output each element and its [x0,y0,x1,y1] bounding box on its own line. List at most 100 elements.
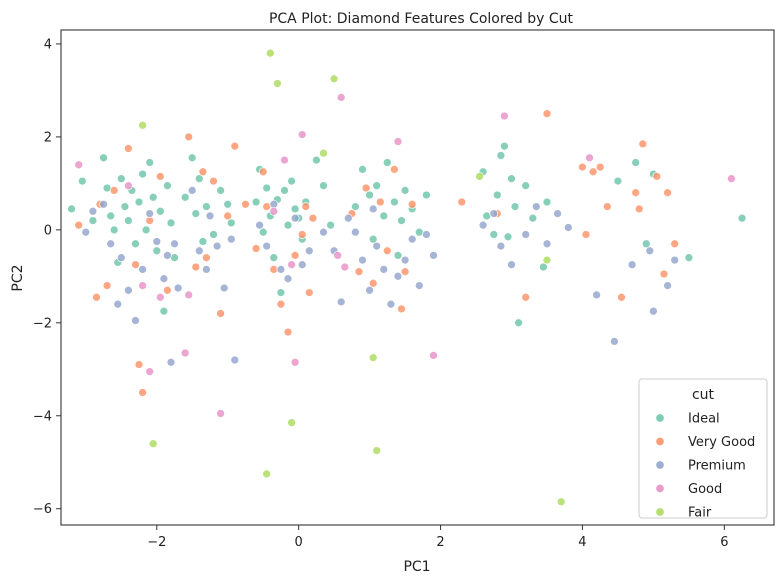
point-ideal-81 [631,158,641,167]
point-very-good-47 [581,230,591,239]
legend-label-good: Good [688,482,722,497]
legend-label-fair: Fair [688,506,712,521]
point-ideal-31 [216,186,225,195]
x-tick-label: 6 [720,535,728,550]
legend-label-premium: Premium [688,459,746,474]
point-fair-9 [372,446,382,455]
point-very-good-34 [361,183,371,193]
point-very-good-38 [390,165,399,174]
point-ideal-8 [116,174,126,184]
x-axis-label: PC1 [403,559,430,575]
point-ideal-26 [191,209,201,218]
point-good-19 [585,153,594,163]
point-premium-58 [592,290,601,300]
point-premium-42 [386,299,396,309]
point-very-good-10 [155,172,165,181]
point-ideal-12 [131,239,140,249]
point-very-good-45 [542,109,552,119]
point-premium-41 [379,265,389,274]
point-good-10 [297,130,307,139]
point-ideal-1 [77,176,87,186]
point-premium-49 [478,220,488,230]
chart-title: PCA Plot: Diamond Features Colored by Cu… [269,11,574,27]
point-ideal-52 [351,202,360,211]
point-very-good-33 [354,267,364,277]
point-good-3 [145,367,155,376]
point-premium-28 [283,274,293,284]
point-very-good-50 [602,202,612,211]
legend-marker-very-good [655,436,665,447]
point-premium-32 [319,227,328,237]
legend-marker-ideal [655,413,665,423]
point-fair-2 [265,48,275,58]
point-good-1 [124,181,133,191]
point-good-5 [184,290,194,300]
point-ideal-69 [492,190,502,200]
point-ideal-22 [166,218,176,228]
point-premium-19 [205,211,215,221]
point-premium-5 [116,253,126,263]
point-fair-10 [475,172,484,181]
point-very-good-11 [163,285,172,295]
point-ideal-59 [390,197,399,207]
point-ideal-54 [365,190,374,200]
point-very-good-37 [382,246,392,256]
legend-marker-good [655,483,665,494]
point-ideal-50 [319,181,328,191]
point-very-good-26 [283,327,293,337]
point-very-good-1 [92,292,101,302]
legend-item-premium: Premium [655,459,746,474]
point-premium-36 [351,227,360,237]
point-ideal-58 [382,158,392,167]
point-very-good-22 [258,167,268,177]
point-fair-5 [329,74,339,84]
point-fair-3 [273,79,282,88]
y-tick-label: −2 [33,316,52,331]
point-good-16 [393,137,403,146]
point-ideal-79 [542,197,552,207]
point-ideal-43 [283,220,293,230]
point-ideal-9 [120,202,130,211]
point-good-8 [269,206,279,216]
point-very-good-49 [595,162,605,172]
point-premium-55 [542,239,552,249]
point-very-good-16 [209,176,218,186]
point-ideal-55 [368,234,378,244]
point-premium-43 [393,271,403,281]
point-ideal-27 [194,174,204,184]
point-ideal-21 [163,181,172,191]
x-tick-label: 4 [578,535,586,550]
legend-title: cut [692,387,715,403]
point-premium-57 [563,223,573,232]
point-premium-48 [429,251,438,260]
point-fair-0 [138,120,147,130]
point-very-good-48 [588,167,598,177]
point-premium-63 [663,281,672,290]
point-good-17 [429,351,438,360]
point-very-good-40 [400,267,410,277]
point-very-good-12 [184,132,194,142]
point-very-good-3 [102,281,112,290]
point-good-7 [216,409,225,418]
point-ideal-18 [152,246,162,256]
legend-item-ideal: Ideal [655,412,720,427]
point-premium-8 [138,265,147,274]
point-premium-60 [627,260,637,270]
points-layer [67,48,747,507]
point-ideal-85 [737,213,747,223]
point-ideal-77 [528,213,538,223]
point-premium-20 [212,241,222,251]
point-fair-8 [368,353,378,363]
legend-label-ideal: Ideal [688,412,720,427]
point-fair-4 [319,148,328,158]
point-ideal-24 [180,192,190,202]
point-premium-11 [159,274,169,284]
point-ideal-20 [159,306,169,316]
plot-frame [60,29,775,526]
point-premium-44 [400,255,410,265]
point-premium-22 [226,234,236,244]
point-very-good-21 [251,244,261,253]
point-premium-14 [170,239,179,249]
point-premium-38 [365,285,374,295]
